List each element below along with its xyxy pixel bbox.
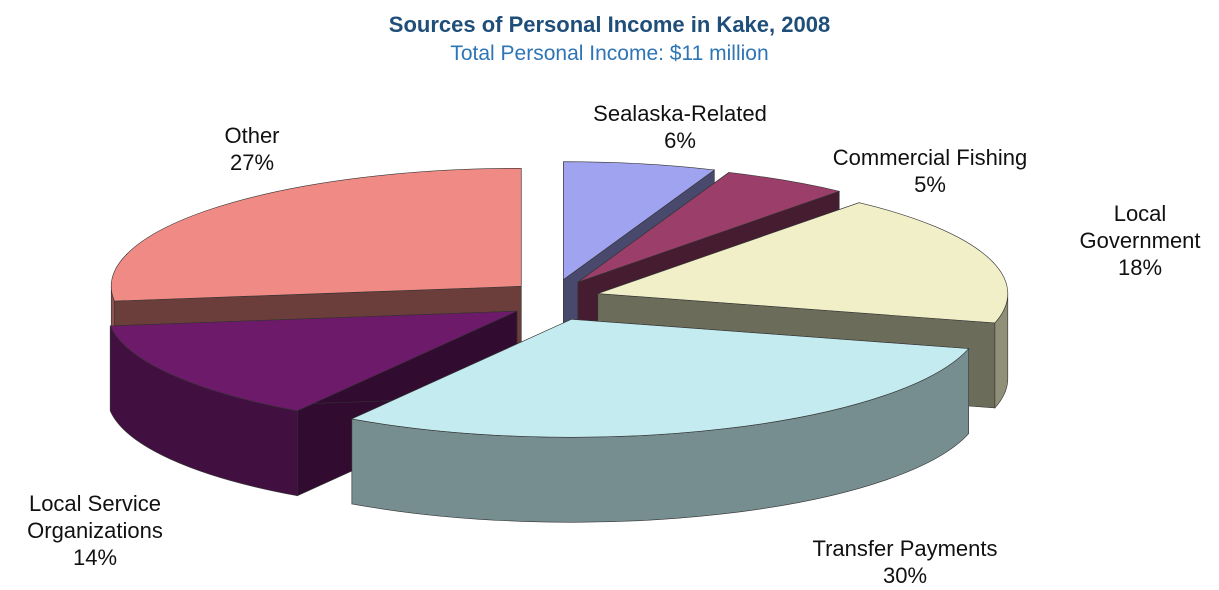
chart-title: Sources of Personal Income in Kake, 2008 <box>388 12 831 37</box>
slice-label: Other 27% <box>192 122 312 176</box>
value-label: 6% <box>664 128 696 153</box>
category-name: Local Service Organizations <box>27 491 163 543</box>
slice-label: Local Service Organizations 14% <box>13 490 178 571</box>
slice-top <box>109 310 518 412</box>
value-label: 18% <box>1117 255 1163 280</box>
category-name: Other <box>224 123 280 148</box>
slice <box>109 310 518 497</box>
category-name: Transfer Payments <box>812 536 998 561</box>
chart-subtitle: Total Personal Income: $11 million <box>450 42 769 65</box>
value-label: 27% <box>229 150 275 175</box>
slice-label: Local Government 18% <box>1075 200 1205 281</box>
value-label: 30% <box>882 563 928 588</box>
slice-top <box>350 318 970 438</box>
slice-top <box>563 161 716 281</box>
value-label: 5% <box>914 172 946 197</box>
slice-top <box>597 202 1009 324</box>
slice <box>350 318 970 523</box>
slice-top <box>577 172 841 283</box>
slice-label: Commercial Fishing 5% <box>800 144 1060 198</box>
slice-top <box>110 167 522 302</box>
category-name: Sealaska-Related <box>593 101 767 126</box>
value-label: 14% <box>72 545 118 570</box>
category-name: Local Government <box>1079 201 1201 253</box>
slice-label: Sealaska-Related 6% <box>570 100 790 154</box>
category-name: Commercial Fishing <box>832 145 1028 170</box>
slice-label: Transfer Payments 30% <box>775 535 1035 589</box>
